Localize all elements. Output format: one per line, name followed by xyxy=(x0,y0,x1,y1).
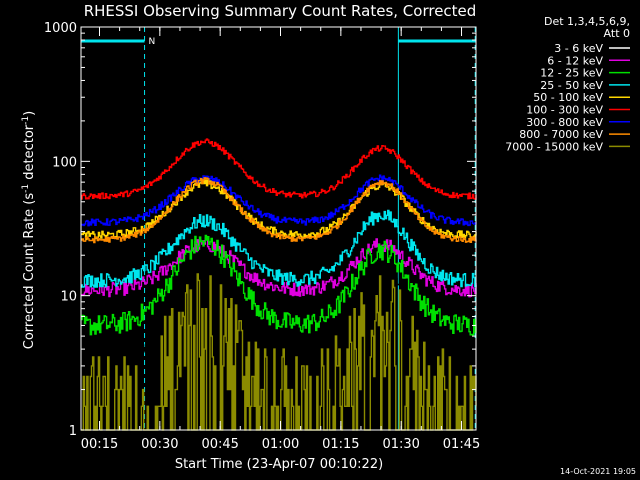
y-tick-label: 100 xyxy=(52,155,77,170)
series-line-1 xyxy=(81,237,477,298)
axes-frame xyxy=(80,26,477,431)
night-marker-label: N xyxy=(149,37,156,47)
legend-label-4: 50 - 100 keV xyxy=(533,91,603,104)
x-tick-label: 01:15 xyxy=(322,437,359,452)
x-axis-label: Start Time (23-Apr-07 00:10:22) xyxy=(175,457,383,472)
series-line-0 xyxy=(81,241,477,392)
legend-header-line1: Det 1,3,4,5,6,9, xyxy=(544,15,630,28)
legend-label-7: 800 - 7000 keV xyxy=(519,128,603,141)
legend-label-2: 12 - 25 keV xyxy=(540,67,603,80)
y-tick-label: 1000 xyxy=(44,21,77,36)
series-line-4 xyxy=(81,179,477,241)
legend-label-3: 25 - 50 keV xyxy=(540,79,603,92)
plot-area: N 1 10 100 1000 00:15 00:30 00:45 01:00 01:15 01:3… xyxy=(44,21,480,452)
legend-label-1: 6 - 12 keV xyxy=(547,54,603,67)
y-tick-label: 1 xyxy=(69,424,77,439)
y-axis-label: Corrected Count Rate (s-1 detector-1) xyxy=(21,111,37,349)
chart-title: RHESSI Observing Summary Count Rates, Co… xyxy=(84,2,477,20)
series-line-7 xyxy=(81,177,477,244)
y-tick-label: 10 xyxy=(60,290,77,305)
series-line-5 xyxy=(81,138,477,200)
legend-label-8: 7000 - 15000 keV xyxy=(505,140,603,153)
legend-label-0: 3 - 6 keV xyxy=(554,42,603,55)
x-tick-label: 01:45 xyxy=(443,437,480,452)
x-tick-label: 00:30 xyxy=(141,437,178,452)
x-tick-label: 01:30 xyxy=(382,437,419,452)
x-tick-label: 01:00 xyxy=(262,437,299,452)
legend-label-5: 100 - 300 keV xyxy=(526,104,603,117)
series-line-2 xyxy=(81,234,477,336)
timestamp: 14-Oct-2021 19:05 xyxy=(560,467,636,476)
series-line-3 xyxy=(81,209,477,288)
x-tick-label: 00:45 xyxy=(201,437,238,452)
x-tick-label: 00:15 xyxy=(81,437,118,452)
series-line-6 xyxy=(81,174,477,227)
legend-label-6: 300 - 800 keV xyxy=(526,116,603,129)
legend-header-line2: Att 0 xyxy=(604,27,630,40)
